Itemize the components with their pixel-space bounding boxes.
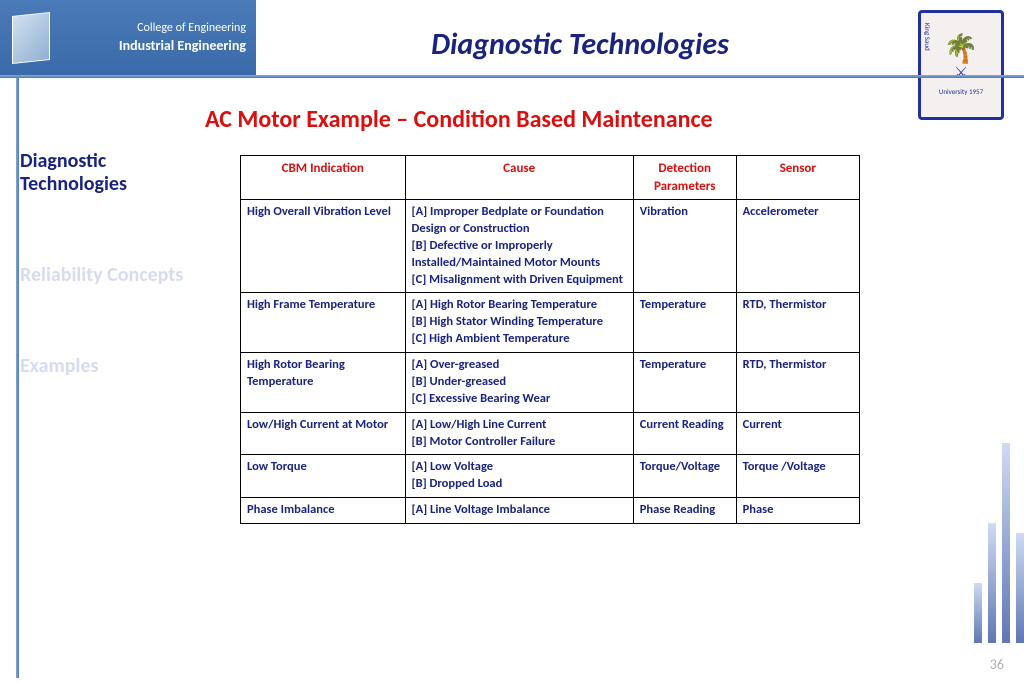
table-body: High Overall Vibration Level[A] Improper… xyxy=(241,200,860,524)
sidebar-item-diagnostic[interactable]: Diagnostic Technologies xyxy=(20,150,190,196)
cell-cause: [A] Low Voltage [B] Dropped Load xyxy=(405,455,633,498)
cell-indication: Low Torque xyxy=(241,455,406,498)
cell-indication: High Overall Vibration Level xyxy=(241,200,406,293)
cell-indication: Phase Imbalance xyxy=(241,498,406,524)
palm-icon: 🌴 xyxy=(944,35,979,63)
col-header-sensor: Sensor xyxy=(736,156,859,200)
university-crest: King Saud 🌴 ⚔ University 1957 xyxy=(918,10,1004,120)
vertical-divider xyxy=(16,78,19,678)
page-number: 36 xyxy=(990,656,1004,673)
cell-indication: High Frame Temperature xyxy=(241,293,406,353)
cell-cause: [A] Over-greased [B] Under-greased [C] E… xyxy=(405,353,633,413)
table-row: High Rotor Bearing Temperature[A] Over-g… xyxy=(241,353,860,413)
table-row: Phase Imbalance[A] Line Voltage Imbalanc… xyxy=(241,498,860,524)
cell-indication: Low/High Current at Motor xyxy=(241,412,406,455)
crest-bottom-text: University 1957 xyxy=(939,87,983,96)
table-row: High Frame Temperature[A] High Rotor Bea… xyxy=(241,293,860,353)
horizontal-divider xyxy=(0,75,1024,78)
cell-sensor: RTD, Thermistor xyxy=(736,293,859,353)
col-header-detection: Detection Parameters xyxy=(633,156,736,200)
cell-detection: Torque/Voltage xyxy=(633,455,736,498)
cell-sensor: Torque /Voltage xyxy=(736,455,859,498)
banner-text: College of Engineering Industrial Engine… xyxy=(60,21,256,55)
cell-detection: Phase Reading xyxy=(633,498,736,524)
decorative-bars xyxy=(974,363,1024,643)
book-icon xyxy=(12,12,50,64)
cell-cause: [A] High Rotor Bearing Temperature [B] H… xyxy=(405,293,633,353)
cell-indication: High Rotor Bearing Temperature xyxy=(241,353,406,413)
col-header-cause: Cause xyxy=(405,156,633,200)
table-row: Low/High Current at Motor[A] Low/High Li… xyxy=(241,412,860,455)
cell-cause: [A] Low/High Line Current [B] Motor Cont… xyxy=(405,412,633,455)
cbm-table-container: CBM Indication Cause Detection Parameter… xyxy=(240,155,860,524)
slide-subtitle: AC Motor Example – Condition Based Maint… xyxy=(205,105,713,134)
cell-sensor: RTD, Thermistor xyxy=(736,353,859,413)
sidebar-nav: Diagnostic Technologies Reliability Conc… xyxy=(20,150,190,446)
cell-cause: [A] Line Voltage Imbalance xyxy=(405,498,633,524)
page-title: Diagnostic Technologies xyxy=(280,26,880,63)
cell-detection: Vibration xyxy=(633,200,736,293)
department-banner: College of Engineering Industrial Engine… xyxy=(0,0,256,76)
table-row: High Overall Vibration Level[A] Improper… xyxy=(241,200,860,293)
cell-detection: Temperature xyxy=(633,293,736,353)
crest-top-text: King Saud xyxy=(923,23,932,51)
department-name: Industrial Engineering xyxy=(60,37,246,55)
cell-detection: Current Reading xyxy=(633,412,736,455)
table-header-row: CBM Indication Cause Detection Parameter… xyxy=(241,156,860,200)
swords-icon: ⚔ xyxy=(954,63,968,83)
col-header-indication: CBM Indication xyxy=(241,156,406,200)
sidebar-item-examples[interactable]: Examples xyxy=(20,355,190,378)
cell-detection: Temperature xyxy=(633,353,736,413)
sidebar-item-reliability[interactable]: Reliability Concepts xyxy=(20,264,190,287)
cell-cause: [A] Improper Bedplate or Foundation Desi… xyxy=(405,200,633,293)
table-row: Low Torque[A] Low Voltage [B] Dropped Lo… xyxy=(241,455,860,498)
cbm-table: CBM Indication Cause Detection Parameter… xyxy=(240,155,860,524)
college-name: College of Engineering xyxy=(60,21,246,37)
cell-sensor: Phase xyxy=(736,498,859,524)
cell-sensor: Current xyxy=(736,412,859,455)
cell-sensor: Accelerometer xyxy=(736,200,859,293)
